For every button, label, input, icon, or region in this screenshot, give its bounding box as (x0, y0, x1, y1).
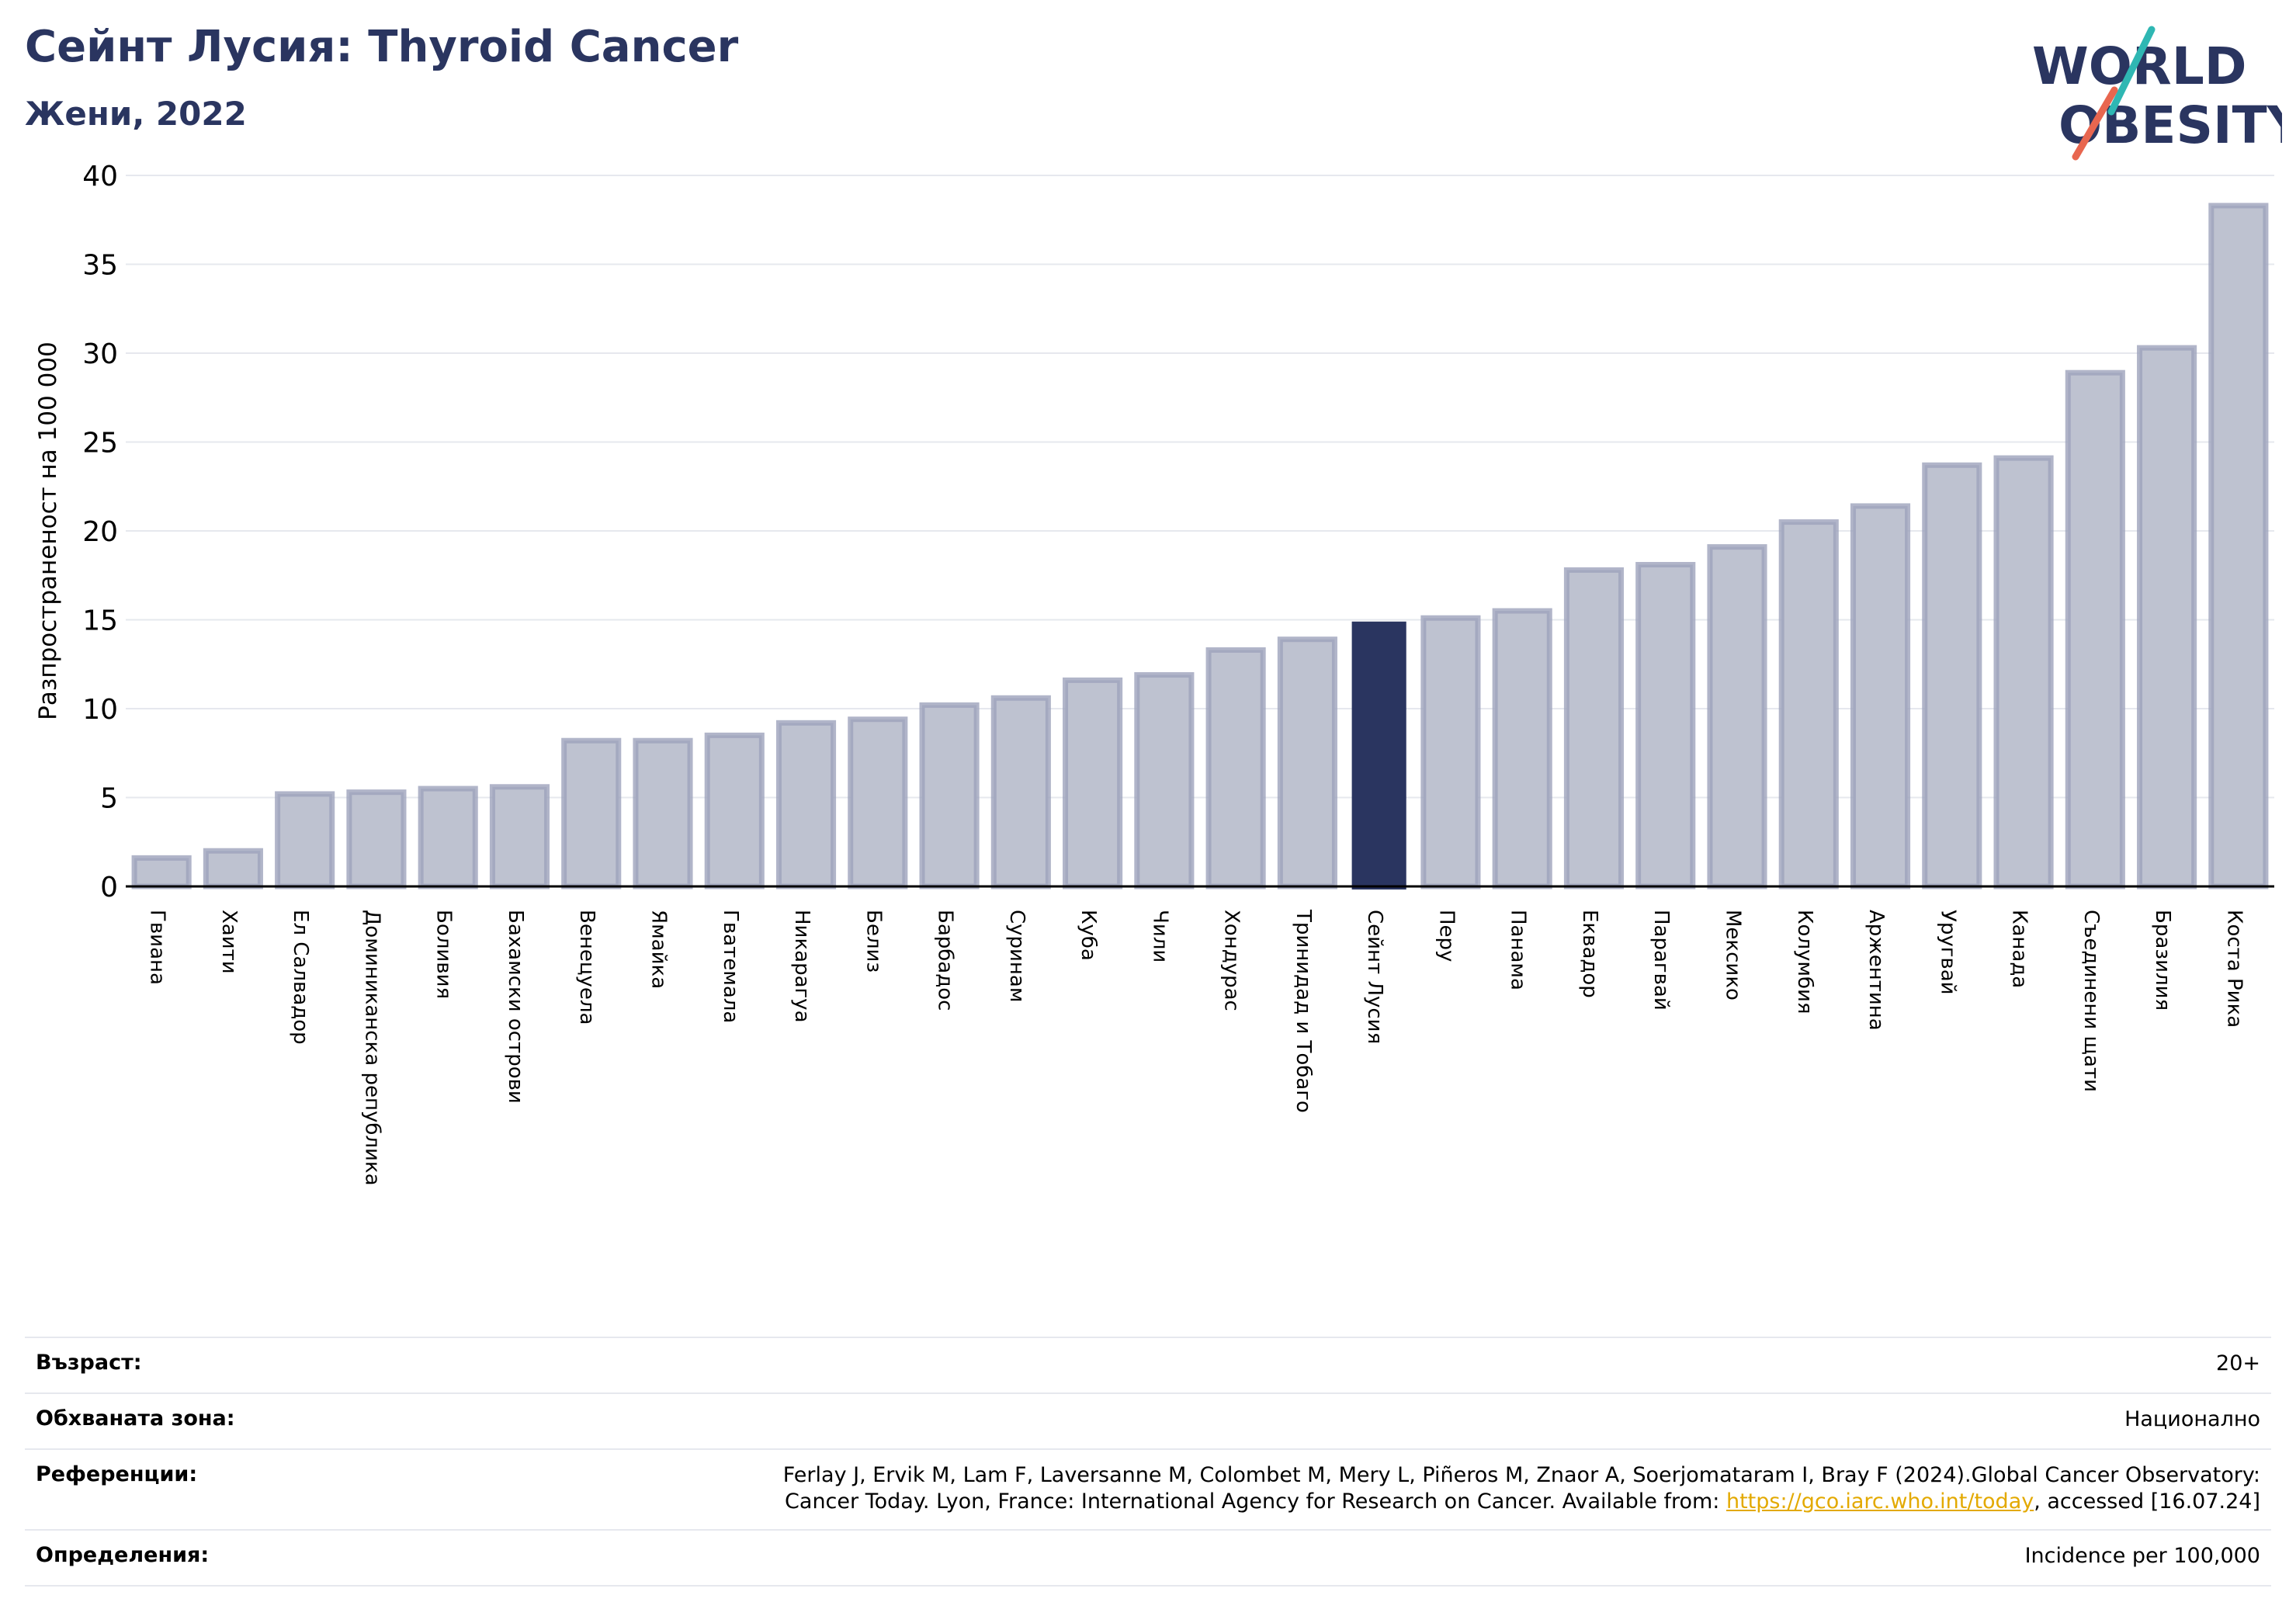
x-tick-label: Ямайка (647, 910, 671, 989)
y-tick-label: 30 (82, 338, 118, 370)
info-label-age: Възраст: (36, 1351, 142, 1375)
x-tick-label: Тринидад и Тобаго (1292, 909, 1315, 1113)
x-tick-label: Аржентина (1864, 910, 1888, 1031)
bar (990, 695, 1051, 890)
x-tick-label: Ел Салвадор (289, 910, 312, 1045)
bar (1563, 567, 1625, 890)
x-tick-label: Боливия (432, 910, 456, 999)
world-obesity-logo: WORLD OBESITY (2032, 26, 2282, 161)
bar (704, 732, 765, 890)
x-tick-label: Панама (1507, 910, 1530, 990)
x-tick-label: Сейнт Лусия (1363, 910, 1386, 1044)
x-tick-label: Венецуела (575, 910, 598, 1025)
bar (2065, 369, 2125, 890)
x-tick-label: Хаити (217, 910, 241, 974)
x-tick-label: Куба (1077, 910, 1100, 961)
info-row-age: Възраст: 20+ (25, 1338, 2271, 1394)
bar (1850, 503, 1911, 890)
tick-labels: 0 5 10 15 20 25 30 35 40 Гвиана Хаити Ел Салвадор До… (82, 161, 2246, 1186)
logo-slash-top (2107, 26, 2156, 116)
x-tick-label: Суринам (1005, 910, 1028, 1003)
bar (1351, 621, 1406, 890)
x-tick-label: Гвиана (146, 910, 169, 985)
bar (1420, 615, 1481, 890)
x-tick-label: Колумбия (1793, 910, 1816, 1014)
info-value-age: 20+ (2216, 1351, 2260, 1375)
reference-text-line2: Cancer Today. Lyon, France: Internationa… (785, 1489, 1726, 1514)
x-tick-label: Еквадор (1578, 910, 1601, 998)
bar (1993, 455, 2054, 890)
bar (275, 791, 335, 890)
info-row-references: Референции: Ferlay J, Ervik M, Lam F, La… (25, 1450, 2271, 1531)
info-value-definitions: Incidence per 100,000 (2024, 1544, 2260, 1568)
info-row-area: Обхваната зона: Национално (25, 1394, 2271, 1450)
y-tick-label: 0 (100, 872, 118, 903)
x-tick-label: Бразилия (2151, 910, 2174, 1011)
bar (1635, 562, 1696, 890)
reference-accessed: , accessed [16.07.24] (2034, 1489, 2260, 1514)
bar (1492, 608, 1552, 890)
reference-link[interactable]: https://gco.iarc.who.int/today (1725, 1489, 2034, 1514)
x-tick-label: Барбадос (934, 910, 957, 1011)
y-tick-label: 35 (82, 250, 118, 282)
bar (1205, 647, 1266, 890)
y-tick-label: 25 (82, 428, 118, 460)
info-label-references: Референции: (36, 1462, 198, 1486)
bar (1922, 462, 1982, 890)
bar (418, 785, 478, 890)
bar (1277, 636, 1337, 890)
y-tick-label: 10 (82, 694, 118, 726)
x-tick-label: Никарагуа (790, 910, 813, 1023)
info-label-definitions: Определения: (36, 1543, 210, 1567)
y-tick-label: 40 (82, 161, 118, 192)
y-tick-label: 5 (100, 783, 118, 815)
chart-subtitle: Жени, 2022 (25, 95, 247, 133)
bar (489, 784, 550, 890)
info-value-references: Ferlay J, Ervik M, Lam F, Laversanne M, … (783, 1462, 2260, 1515)
x-tick-label: Хондурас (1220, 910, 1243, 1011)
bar (2137, 345, 2197, 890)
x-tick-label: Гватемала (719, 910, 742, 1023)
logo-slash-bottom (2072, 86, 2118, 161)
x-tick-label: Перу (1434, 910, 1458, 962)
x-tick-label: Белиз (862, 910, 885, 973)
bar (1063, 677, 1123, 890)
bar (2208, 203, 2269, 890)
x-tick-label: Уругвай (1936, 910, 1959, 995)
bar (203, 848, 263, 890)
bar (131, 855, 192, 890)
info-value-area: Национално (2124, 1407, 2260, 1431)
y-tick-label: 15 (82, 605, 118, 637)
x-tick-label: Парагвай (1649, 910, 1673, 1011)
x-tick-label: Чили (1148, 910, 1171, 962)
bar-chart: 0 5 10 15 20 25 30 35 40 Гвиана Хаити Ел Салвадор До… (34, 161, 2274, 1186)
x-tick-label: Канада (2008, 910, 2031, 988)
x-tick-label: Мексико (1722, 910, 1745, 1001)
bar (1707, 544, 1767, 890)
info-row-definitions: Определения: Incidence per 100,000 (25, 1531, 2271, 1587)
info-label-area: Обхваната зона: (36, 1406, 235, 1431)
bar (775, 720, 837, 890)
x-tick-label: Коста Рика (2222, 910, 2246, 1028)
x-tick-label: Доминиканска република (360, 910, 383, 1186)
bar (633, 737, 693, 890)
x-tick-label: Съединени щати (2079, 910, 2103, 1092)
reference-text-line1: Ferlay J, Ervik M, Lam F, Laversanne M, … (782, 1463, 2260, 1487)
bars (131, 203, 2269, 890)
bar (1134, 671, 1195, 890)
bar (919, 702, 980, 890)
bar (848, 716, 908, 890)
y-tick-label: 20 (82, 516, 118, 548)
bar (346, 789, 407, 890)
bar (1778, 519, 1839, 890)
chart-title: Сейнт Лусия: Thyroid Cancer (25, 22, 739, 72)
y-axis-label: Разпространеност на 100 000 (34, 342, 62, 720)
x-tick-label: Бахамски острови (504, 910, 527, 1104)
info-table: Възраст: 20+ Обхваната зона: Национално … (25, 1337, 2271, 1587)
bar (561, 737, 622, 890)
